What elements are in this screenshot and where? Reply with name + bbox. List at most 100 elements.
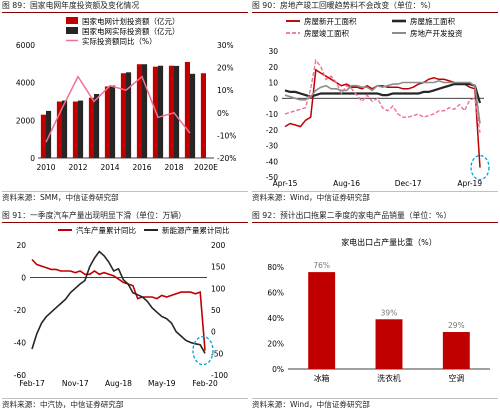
legend-swatch <box>66 17 78 24</box>
legend-label: 汽车产量累计同比 <box>76 225 136 235</box>
y-tick-label: -10 <box>266 110 278 119</box>
legend-label: 房地产开发投资 <box>410 28 463 38</box>
panel-source: 资料来源：Wind，中信证券研究部 <box>252 191 498 204</box>
y-tick-label: -50 <box>266 173 278 182</box>
x-tick-label: 2020E <box>194 163 218 172</box>
y2-tick-label: -20% <box>217 154 236 163</box>
x-tick-label: 2012 <box>68 163 87 172</box>
x-tick-label: 2016 <box>132 163 151 172</box>
series-line-gray-solid <box>284 80 481 124</box>
x-tick-label: Aug-18 <box>105 379 132 388</box>
bar-planned <box>184 61 190 159</box>
line-yoy <box>45 75 191 143</box>
legend-label: 国家电网实际投资额（亿元） <box>82 26 180 36</box>
series-line-dark <box>31 250 206 354</box>
y-tick-label: 60% <box>267 289 284 298</box>
panel-real-estate: 图 90：房地产竣工回暖趋势料不会改变（单位：%） -50 -40 -30 -20 -1… <box>252 0 498 206</box>
panel-title: 图 92：预计出口拖累二季度的家电产品销量（单位：%） <box>252 210 498 223</box>
bar-actual <box>94 93 100 158</box>
bar-planned <box>200 73 206 158</box>
y2-tick-label: 150 <box>211 263 226 272</box>
x-tick-label: Aug-16 <box>333 179 360 188</box>
y-tick-label: 40% <box>267 314 284 323</box>
bar-planned <box>40 114 46 158</box>
x-tick-label: 洗衣机 <box>377 373 401 383</box>
y-tick-label: 30 <box>268 47 278 56</box>
chart-title: 家电出口占产量比重（%） <box>341 237 437 247</box>
panel-source: 资料来源：中汽协，中信证券研究部 <box>2 398 248 411</box>
y2-tick-label: 200 <box>211 241 226 250</box>
x-tick-label: Feb-20 <box>192 379 218 388</box>
series-line-dark-solid <box>284 83 482 104</box>
y2-tick-label: 50 <box>211 306 221 315</box>
data-label: 29% <box>448 321 465 330</box>
y2-tick-label: -100 <box>211 371 228 380</box>
y-tick-label: -60 <box>14 371 26 380</box>
y-tick-label: 20% <box>267 340 284 349</box>
bar-planned <box>168 65 174 158</box>
panel-title: 图 90：房地产竣工回暖趋势料不会改变（单位：%） <box>252 0 498 13</box>
series-line-pink-dashed <box>284 58 481 134</box>
x-tick-label: Nov-17 <box>62 379 89 388</box>
panel-source: 资料来源：Wind，中信证券研究部 <box>252 398 498 411</box>
y-tick-label: 20 <box>268 63 278 72</box>
y-tick-label: 10 <box>268 79 278 88</box>
y-tick-label: 0% <box>272 365 284 374</box>
bar-planned <box>104 86 110 158</box>
y-tick-label: 20 <box>16 241 26 250</box>
panel-title: 图 91：一季度汽车产量出现明显下滑（单位：万辆） <box>2 210 248 223</box>
y2-tick-label: 0 <box>211 328 216 337</box>
y-tick-label: 80% <box>267 263 284 272</box>
panel-title: 图 89：国家电网年度投资额及变化情况 <box>2 0 248 13</box>
y-tick-label: 6000 <box>16 41 35 50</box>
x-tick-label: 2010 <box>36 163 55 172</box>
legend-label: 实际投资额同比（%） <box>82 36 157 46</box>
chart-real-estate-completion: -50 -40 -30 -20 -10 0 10 20 30 Apr-15 Aug-16 Dec-17… <box>266 16 490 188</box>
bar-actual <box>110 85 116 158</box>
y-tick-label: 4000 <box>16 79 35 88</box>
y2-tick-label: 20% <box>217 64 234 73</box>
x-tick-label: Apr-15 <box>273 179 298 188</box>
panel-source: 资料来源：SMM，中信证券研究部 <box>2 191 248 204</box>
chart-auto-output: -60 -40 -20 0 20 -100 -50 0 50 100 150 200 Feb-17 Nov… <box>14 225 230 388</box>
bar-planned <box>72 101 78 158</box>
bar-planned <box>88 97 94 158</box>
y2-tick-label: 0% <box>217 109 229 118</box>
y-tick-label: 0 <box>273 94 278 103</box>
legend-swatch <box>66 27 78 34</box>
y2-tick-label: 30% <box>217 41 234 50</box>
y-tick-label: 2000 <box>16 116 35 125</box>
bar-actual <box>46 110 52 158</box>
x-tick-label: 2018 <box>164 163 183 172</box>
bar-actual <box>78 100 84 158</box>
y2-tick-label: 10% <box>217 86 234 95</box>
bar-actual <box>190 73 196 158</box>
y-tick-label: -40 <box>266 157 278 166</box>
y-tick-label: -20 <box>14 306 26 315</box>
x-tick-label: May-19 <box>148 379 176 388</box>
legend-label: 房屋施工面积 <box>410 16 455 26</box>
bar-actual <box>126 72 132 158</box>
y2-tick-label: 100 <box>211 284 226 293</box>
chart-appliance-export-share: 家电出口占产量比重（%） 0% 20% 40% 60% 80% 76% 冰箱 39% 洗衣机 29%… <box>267 237 490 383</box>
series-line-red-solid <box>284 68 481 168</box>
bar-planned <box>56 101 62 158</box>
panel-power-grid: 图 89：国家电网年度投资额及变化情况 0 2000 4000 6000 -20% -10… <box>2 0 248 206</box>
legend-label: 房屋新开工面积 <box>304 16 357 26</box>
bar-planned <box>136 64 142 158</box>
bar-actual <box>62 100 68 158</box>
bar <box>308 272 336 369</box>
bar <box>375 319 403 369</box>
x-tick-label: 冰箱 <box>314 373 330 383</box>
bar-actual <box>174 65 180 158</box>
panel-appliance-export: 图 92：预计出口拖累二季度的家电产品销量（单位：%） 家电出口占产量比重（%）… <box>252 210 498 412</box>
bar-actual <box>158 65 164 158</box>
legend-label: 国家电网计划投资额（亿元） <box>82 16 180 26</box>
y-tick-label: -20 <box>266 126 278 135</box>
x-tick-label: Dec-17 <box>395 179 422 188</box>
y-tick-label: -30 <box>266 142 278 151</box>
y2-tick-label: -10% <box>217 131 236 140</box>
legend-label: 房屋竣工面积 <box>304 28 349 38</box>
highlight-ellipse <box>192 335 214 366</box>
x-tick-label: 2014 <box>100 163 119 172</box>
